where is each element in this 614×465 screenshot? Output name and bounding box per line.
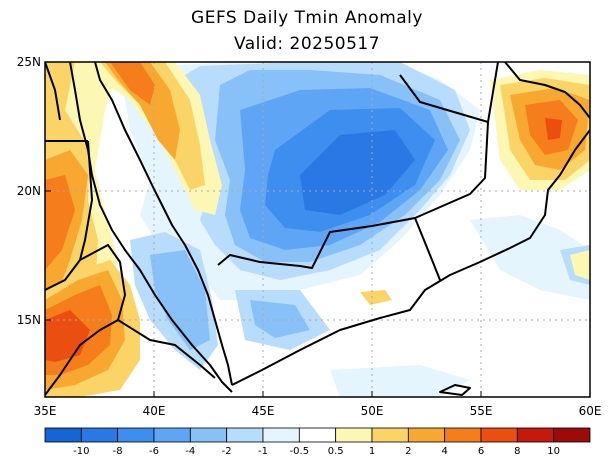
colorbar-label: -2	[222, 446, 232, 457]
colorbar-swatch	[298, 427, 337, 443]
colorbar-label: -6	[149, 446, 159, 457]
anomaly-field	[45, 62, 590, 397]
colorbar-label: 4	[441, 446, 447, 457]
lon-label-45e: 45E	[252, 404, 275, 418]
colorbar-swatch	[335, 427, 373, 443]
lat-label-20n: 20N	[17, 184, 41, 198]
colorbar-swatch	[262, 427, 300, 443]
colorbar-label: 10	[547, 446, 560, 457]
colorbar-swatch	[516, 427, 555, 443]
axis-ticks	[44, 61, 591, 397]
colorbar-swatch	[480, 427, 518, 443]
colorbar-swatch	[189, 427, 228, 443]
latitude-labels: 25N 20N 15N	[17, 55, 41, 327]
country-borders	[45, 62, 499, 396]
colorbar-swatch	[80, 427, 119, 443]
colorbar-swatch	[553, 427, 591, 443]
map-frame	[44, 61, 591, 398]
map-subtitle: Valid: 20250517	[233, 34, 381, 54]
lat-label-15n: 15N	[17, 313, 41, 327]
colorbar-label: -8	[113, 446, 123, 457]
colorbar-swatch	[444, 427, 482, 443]
colorbar-label: -0.5	[290, 446, 310, 457]
lat-label-25n: 25N	[17, 55, 41, 69]
colorbar-swatch	[407, 427, 446, 443]
colorbar-label: -10	[73, 446, 89, 457]
coastlines	[45, 62, 590, 396]
colorbar-label: 1	[369, 446, 375, 457]
lon-label-35e: 35E	[34, 404, 57, 418]
colorbar-swatch	[153, 427, 191, 443]
colorbar-swatch	[117, 427, 155, 443]
map-title: GEFS Daily Tmin Anomaly	[191, 8, 423, 28]
lon-label-40e: 40E	[143, 404, 166, 418]
colorbar: -10 -8 -6 -4 -2 -1 -0.5 0.5 1 2 4 6 8 10	[44, 427, 591, 457]
colorbar-swatch	[44, 427, 82, 443]
map-gridlines	[45, 62, 590, 397]
colorbar-label: 0.5	[328, 446, 344, 457]
colorbar-label: 8	[514, 446, 520, 457]
lon-label-55e: 55E	[470, 404, 493, 418]
colorbar-swatch	[226, 427, 264, 443]
colorbar-label: -4	[185, 446, 195, 457]
colorbar-label: 6	[478, 446, 484, 457]
colorbar-label: 2	[405, 446, 411, 457]
longitude-labels: 35E 40E 45E 50E 55E 60E	[34, 404, 602, 418]
lon-label-60e: 60E	[579, 404, 602, 418]
colorbar-swatch	[371, 427, 409, 443]
colorbar-label: -1	[258, 446, 268, 457]
lon-label-50e: 50E	[361, 404, 384, 418]
